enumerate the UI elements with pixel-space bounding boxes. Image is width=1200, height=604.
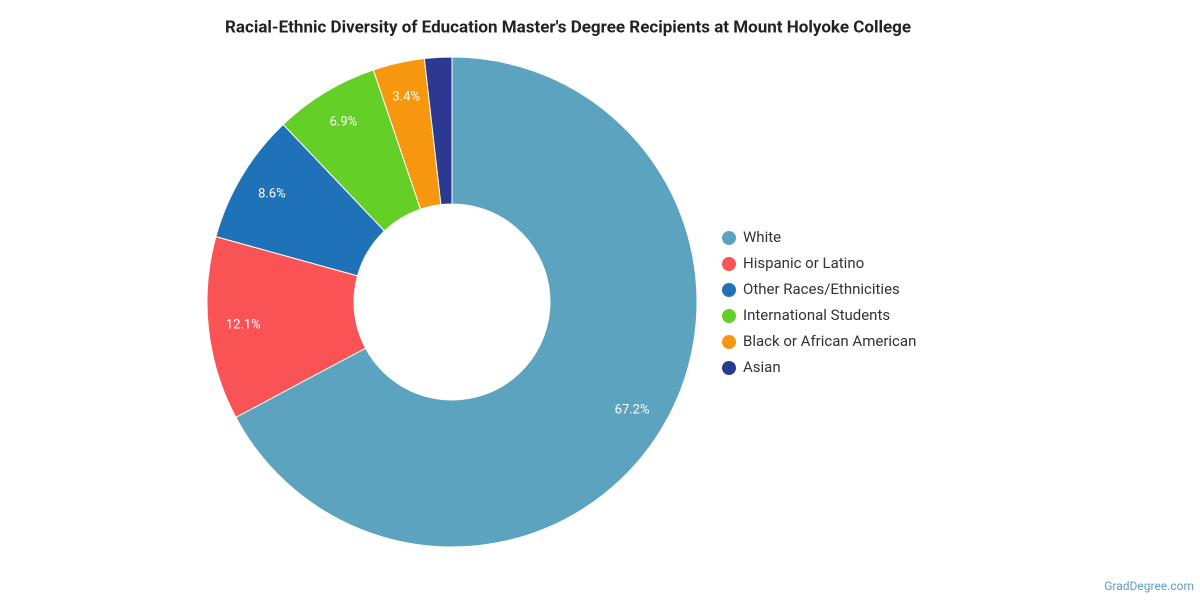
legend-marker xyxy=(722,257,736,271)
chart-title: Racial-Ethnic Diversity of Education Mas… xyxy=(225,17,911,37)
legend-label: Hispanic or Latino xyxy=(743,254,864,272)
legend-label: Black or African American xyxy=(743,332,916,350)
value-label: 8.6% xyxy=(258,186,286,201)
slice xyxy=(423,56,453,206)
slice xyxy=(206,235,367,418)
legend-label: Asian xyxy=(743,358,781,376)
legend-marker xyxy=(722,361,736,375)
value-label: 12.1% xyxy=(226,317,261,332)
value-label: 3.4% xyxy=(392,89,420,104)
legend-marker xyxy=(722,283,736,297)
legend-label: International Students xyxy=(743,306,890,324)
slice xyxy=(235,56,698,548)
legend-label: White xyxy=(743,228,781,246)
value-label: 67.2% xyxy=(615,402,650,417)
legend-label: Other Races/Ethnicities xyxy=(743,280,900,298)
legend-marker xyxy=(722,231,736,245)
source: GradDegree.com xyxy=(1104,579,1194,593)
legend-marker xyxy=(722,309,736,323)
value-label: 6.9% xyxy=(330,115,358,130)
legend-marker xyxy=(722,335,736,349)
